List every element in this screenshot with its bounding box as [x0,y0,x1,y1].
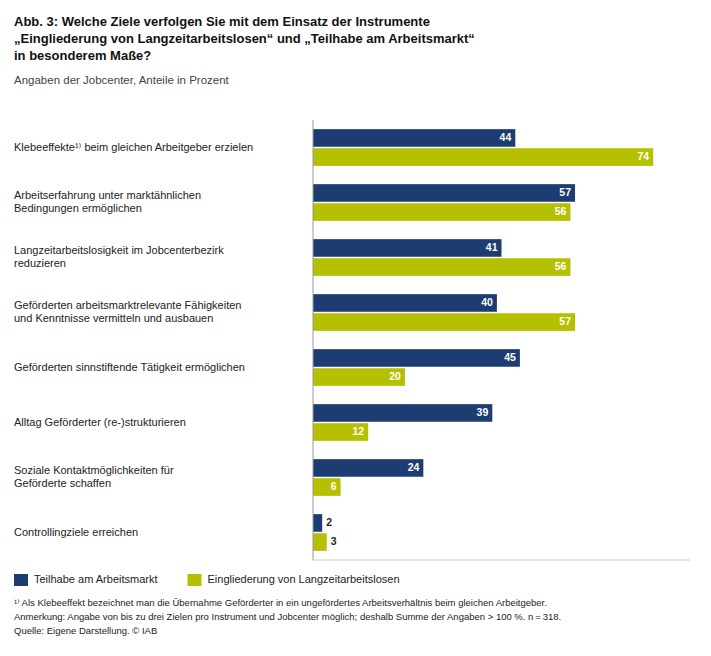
data-label: 6 [331,480,337,492]
bar [313,459,423,477]
footnote: Quelle: Eigene Darstellung. © IAB [14,625,157,636]
bar [313,423,368,441]
data-label: 44 [500,131,512,143]
category-label: Arbeitserfahrung unter marktähnlichenBed… [14,189,201,214]
data-label: 39 [477,406,489,418]
category-label: Langzeitarbeitslosigkeit im Jobcenterbez… [14,244,224,269]
footnote: ¹⁾ Als Klebeeffekt bezeichnet man die Üb… [14,597,547,608]
data-label: 56 [555,260,567,272]
bar [313,533,327,551]
bar [313,478,341,496]
axis-line [313,560,690,561]
category-label: Klebeeffekte¹⁾ beim gleichen Arbeitgeber… [14,140,253,152]
bar [313,203,570,221]
title: Abb. 3: Welche Ziele verfolgen Sie mit d… [14,14,475,63]
axis-line [313,120,314,560]
bar [313,313,575,331]
bar [313,349,520,367]
data-label: 20 [389,370,401,382]
bar [313,148,653,166]
data-label: 40 [481,296,493,308]
data-label: 45 [504,351,516,363]
bar [313,239,502,257]
data-label: 3 [331,535,337,547]
legend-label: Teilhabe am Arbeitsmarkt [34,573,158,585]
category-label: Soziale Kontaktmöglichkeiten fürGeförder… [14,464,174,489]
bar [313,368,405,386]
data-label: 57 [559,315,571,327]
bars [313,129,653,551]
data-label: 24 [408,461,420,473]
chart: Abb. 3: Welche Ziele verfolgen Sie mit d… [0,0,711,656]
footnote: Anmerkung: Angabe von bis zu drei Zielen… [14,611,561,622]
legend-swatch [188,574,202,586]
chart-container: Abb. 3: Welche Ziele verfolgen Sie mit d… [0,0,711,656]
category-label: Geförderten sinnstiftende Tätigkeit ermö… [14,360,245,372]
legend: Teilhabe am Arbeitsmarkt Eingliederung vo… [14,573,400,586]
legend-label: Eingliederung von Langzeitarbeitslosen [208,573,400,585]
data-label: 74 [638,150,650,162]
bar [313,404,492,422]
data-label: 41 [486,241,498,253]
category-label: Geförderten arbeitsmarktrelevante Fähigk… [14,299,241,324]
subtitle: Angaben der Jobcenter, Anteile in Prozen… [14,74,230,86]
bar [313,294,497,312]
data-label: 2 [326,516,332,528]
background [0,0,711,656]
bar [313,258,570,276]
category-label: Controllingziele erreichen [14,525,138,537]
labels: Klebeeffekte¹⁾ beim gleichen Arbeitgeber… [14,131,649,547]
data-label: 56 [555,205,567,217]
bar [313,184,575,202]
legend-swatch [14,574,28,586]
data-label: 12 [352,425,364,437]
data-label: 57 [559,186,571,198]
bar [313,129,515,147]
category-label: Alltag Geförderter (re-)strukturieren [14,415,186,427]
bar [313,514,322,532]
